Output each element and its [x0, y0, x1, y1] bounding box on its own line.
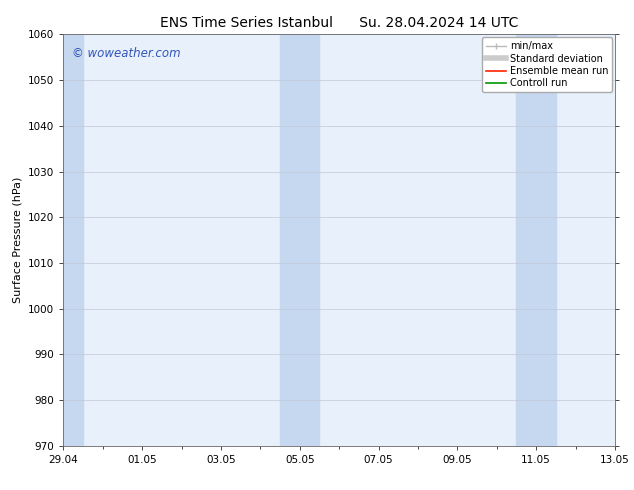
Title: ENS Time Series Istanbul      Su. 28.04.2024 14 UTC: ENS Time Series Istanbul Su. 28.04.2024 …	[160, 16, 519, 30]
Bar	[280, 34, 320, 446]
Bar	[44, 34, 83, 446]
Text: © woweather.com: © woweather.com	[72, 47, 180, 60]
Legend: min/max, Standard deviation, Ensemble mean run, Controll run: min/max, Standard deviation, Ensemble me…	[482, 37, 612, 92]
Bar	[517, 34, 556, 446]
Y-axis label: Surface Pressure (hPa): Surface Pressure (hPa)	[13, 177, 23, 303]
